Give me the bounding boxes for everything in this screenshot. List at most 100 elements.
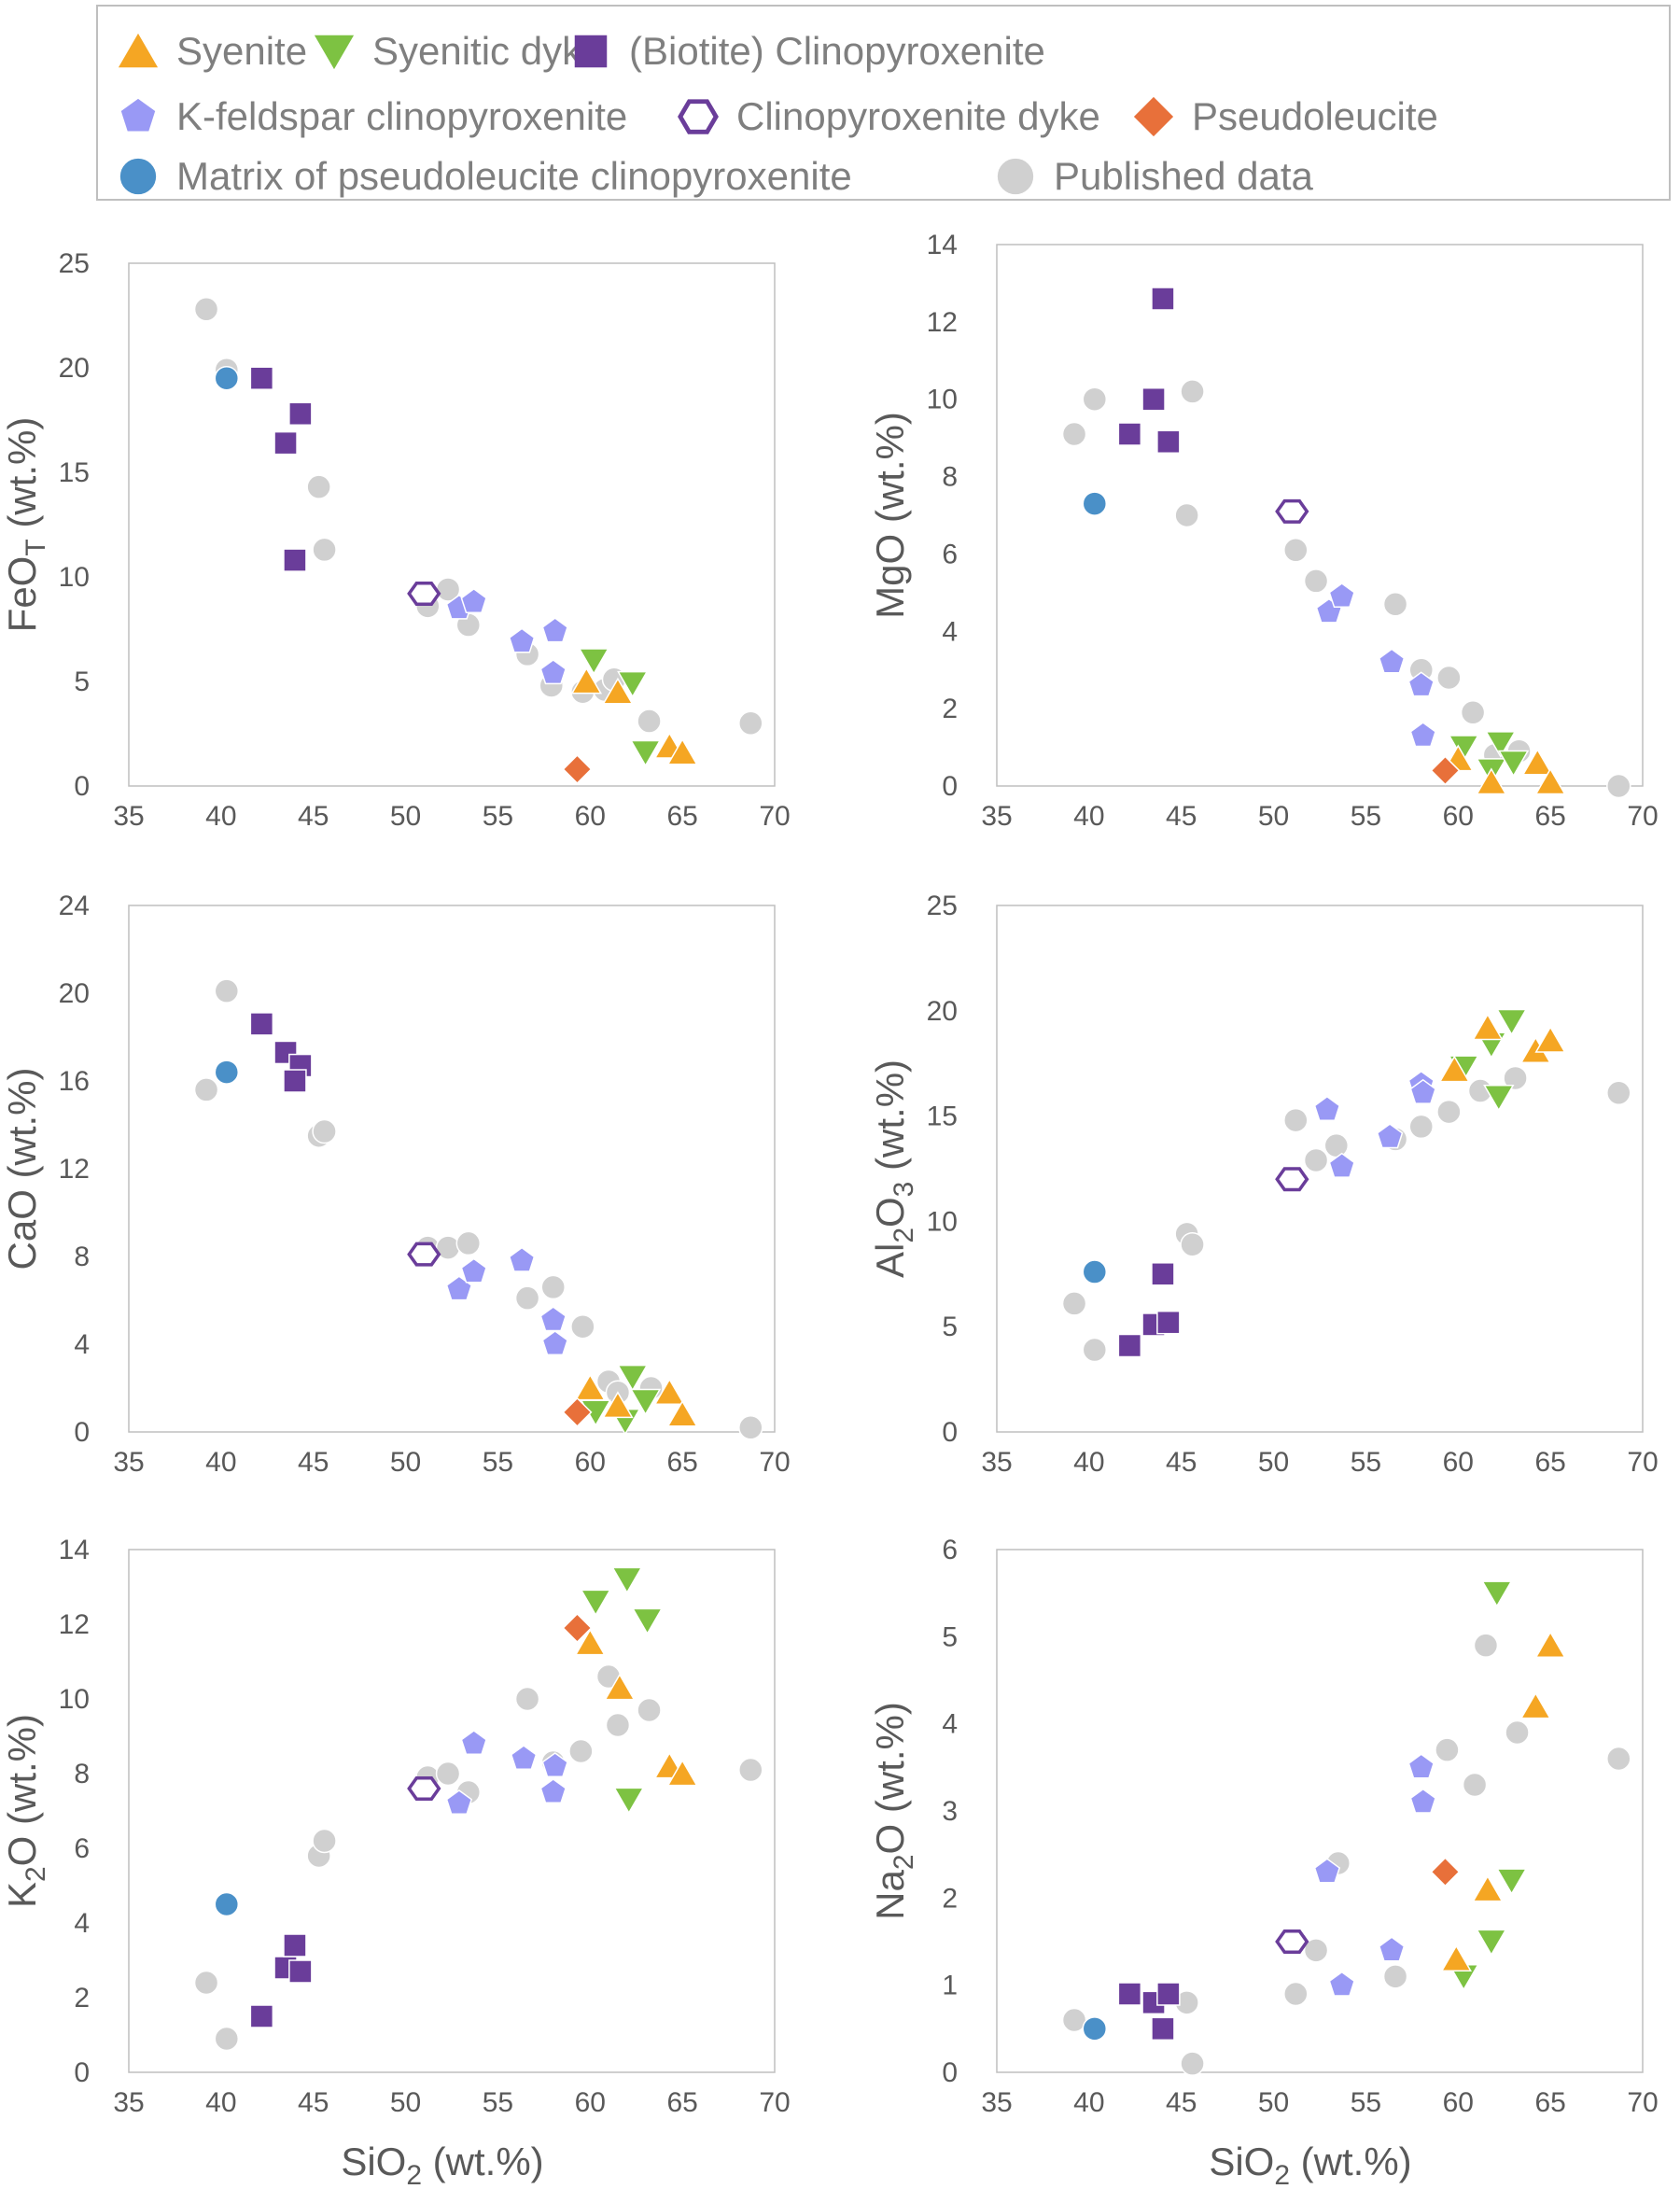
x-tick-label: 65: [666, 2087, 697, 2118]
y-axis-label: Al2O3 (wt.%): [868, 1059, 919, 1278]
point-published: [1323, 1132, 1350, 1158]
point-kfeldspar-clinopyroxenite: [539, 1306, 567, 1332]
point-published: [1061, 421, 1087, 447]
point-biotite-clinopyroxenite: [1117, 1982, 1142, 2006]
legend-item-clinopyroxenite-dyke: Clinopyroxenite dyke: [677, 89, 1100, 145]
point-pseudoleucite: [1430, 1857, 1461, 1887]
y-tick-label: 1: [942, 1971, 958, 2001]
point-kfeldspar-clinopyroxenite: [1328, 582, 1355, 609]
point-published: [1180, 379, 1205, 404]
point-kfeldspar-clinopyroxenite: [510, 1745, 538, 1771]
y-tick-label: 12: [59, 1154, 90, 1185]
point-syenite: [602, 1391, 634, 1419]
legend-label: K-feldspar clinopyroxenite: [176, 94, 628, 138]
x-tick-label: 55: [1351, 801, 1381, 832]
y-tick-label: 0: [74, 771, 90, 802]
y-tick-label: 10: [59, 562, 90, 593]
x-tick-label: 45: [298, 2087, 329, 2118]
y-tick-label: 6: [74, 1833, 90, 1864]
y-tick-label: 15: [927, 1102, 958, 1132]
point-syenitic-dyke: [629, 1388, 662, 1416]
point-published: [1283, 1107, 1309, 1133]
y-tick-label: 20: [927, 996, 958, 1027]
point-biotite-clinopyroxenite: [1117, 422, 1142, 446]
diamond-marker-icon: [1133, 96, 1174, 137]
legend-item-matrix: Matrix of pseudoleucite clinopyroxenite: [117, 148, 852, 204]
point-syenitic-dyke: [1485, 731, 1517, 758]
x-tick-label: 35: [981, 801, 1012, 832]
point-biotite-clinopyroxenite: [1151, 287, 1175, 311]
point-biotite-clinopyroxenite: [283, 1069, 307, 1093]
point-syenite: [1440, 1944, 1473, 1972]
hexagon-marker-icon: [678, 99, 719, 134]
x-tick-label: 55: [483, 801, 513, 832]
point-biotite-clinopyroxenite: [1156, 1310, 1181, 1335]
y-tick-label: 0: [74, 1417, 90, 1448]
x-tick-label: 50: [1258, 801, 1289, 832]
y-tick-label: 4: [74, 1329, 90, 1360]
point-biotite-clinopyroxenite: [249, 2004, 274, 2028]
y-axis-label: FeOT (wt.%): [0, 417, 51, 633]
y-tick-label: 4: [74, 1908, 90, 1939]
point-kfeldspar-clinopyroxenite: [1328, 1971, 1355, 1997]
y-tick-label: 0: [942, 1417, 958, 1448]
x-tick-label: 70: [1627, 1447, 1658, 1478]
point-syenitic-dyke: [1495, 1008, 1528, 1036]
point-kfeldspar-clinopyroxenite: [1409, 722, 1436, 748]
point-published: [1283, 1981, 1309, 2007]
y-tick-label: 12: [59, 1609, 90, 1640]
point-pseudoleucite: [1430, 755, 1461, 786]
plot-frame: [996, 905, 1644, 1433]
point-published: [568, 1738, 594, 1764]
point-biotite-clinopyroxenite: [273, 430, 298, 456]
point-kfeldspar-clinopyroxenite: [1378, 648, 1406, 674]
point-clinopyroxenite-dyke: [1275, 1167, 1309, 1192]
x-tick-label: 50: [390, 1447, 421, 1478]
circle-marker-icon: [119, 158, 157, 195]
point-syenitic-dyke: [617, 1364, 649, 1392]
point-published: [1436, 1099, 1462, 1125]
y-tick-label: 8: [942, 462, 958, 493]
x-tick-label: 40: [205, 801, 236, 832]
point-kfeldspar-clinopyroxenite: [541, 1752, 568, 1778]
point-matrix: [214, 1891, 240, 1917]
legend: Syenite Syenitic dyke (Biotite) Clinopyr…: [96, 5, 1671, 201]
legend-item-syenitic-dyke: Syenitic dyke: [313, 23, 603, 79]
x-tick-label: 60: [1443, 2087, 1474, 2118]
point-kfeldspar-clinopyroxenite: [1328, 1152, 1355, 1178]
point-syenite: [1534, 1631, 1566, 1659]
point-pseudoleucite: [562, 1396, 593, 1427]
point-kfeldspar-clinopyroxenite: [460, 1730, 487, 1756]
x-tick-label: 65: [666, 1447, 697, 1478]
point-published: [637, 709, 662, 734]
point-published: [1283, 538, 1309, 563]
point-published: [570, 1313, 595, 1340]
x-tick-label: 55: [483, 2087, 513, 2118]
chart-al2o3: 35 40 45 50 55 60 65 70 0 5 10 15 20 25 Al2O3 (wt.%): [868, 891, 1659, 1478]
point-published: [1303, 1147, 1329, 1173]
y-tick-label: 2: [942, 694, 958, 724]
x-tick-label: 55: [1351, 1447, 1381, 1478]
y-tick-label: 0: [74, 2057, 90, 2088]
point-biotite-clinopyroxenite: [283, 1933, 307, 1957]
point-matrix: [1082, 1259, 1108, 1284]
x-tick-label: 45: [1166, 2087, 1197, 2118]
chart-cao: 35 40 45 50 55 60 65 70 0 4 8 12 16 20 24 CaO (wt.%): [0, 891, 791, 1478]
point-syenitic-dyke: [1495, 1868, 1528, 1896]
point-published: [1606, 1746, 1631, 1772]
point-syenite: [666, 1759, 698, 1787]
point-published: [1382, 592, 1408, 617]
point-published: [1174, 502, 1199, 528]
point-kfeldspar-clinopyroxenite: [445, 1789, 473, 1816]
y-tick-label: 14: [59, 1535, 90, 1565]
x-tick-label: 70: [1627, 2087, 1658, 2118]
x-tick-label: 60: [575, 1447, 606, 1478]
point-syenitic-dyke: [1476, 1929, 1507, 1957]
x-tick-label: 45: [298, 801, 329, 832]
point-syenite: [1438, 1055, 1471, 1083]
point-published: [1606, 773, 1631, 799]
y-tick-label: 20: [59, 978, 90, 1009]
x-tick-label: 70: [759, 801, 790, 832]
legend-label: Matrix of pseudoleucite clinopyroxenite: [176, 154, 852, 198]
point-clinopyroxenite-dyke: [407, 1242, 441, 1267]
